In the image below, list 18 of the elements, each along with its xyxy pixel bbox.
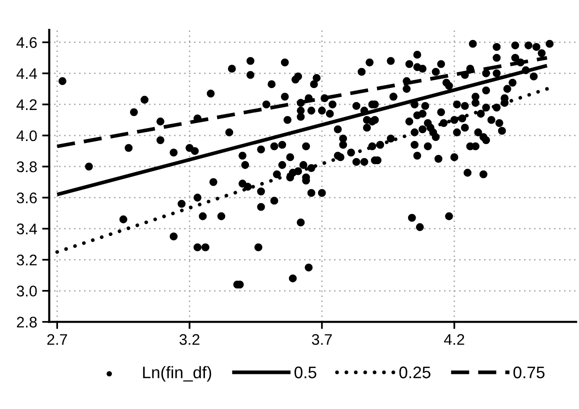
legend-label: 0.75 <box>513 366 545 378</box>
y-tick-label: 4.6 <box>16 37 37 48</box>
y-tick-label: 4.0 <box>16 130 37 142</box>
legend-label: 0.5 <box>294 366 316 378</box>
x-tick-label: 2.7 <box>47 334 68 345</box>
x-tick-label: 4.2 <box>444 334 464 345</box>
y-tick-label: 2.8 <box>16 316 37 328</box>
y-tick-label: 3.4 <box>16 224 37 234</box>
x-tick-label: 3.7 <box>312 334 332 345</box>
legend-label: 0.25 <box>399 366 430 378</box>
y-tick-label: 3.0 <box>16 286 37 297</box>
y-tick-label: 4.2 <box>16 99 37 110</box>
y-tick-label: 3.8 <box>16 161 37 172</box>
legend-label: Ln(fin_df) <box>143 366 212 382</box>
y-tick-label: 3.6 <box>16 192 37 204</box>
x-tick-label: 3.2 <box>180 334 200 345</box>
y-tick-label: 3.2 <box>16 254 37 266</box>
y-tick-label: 4.4 <box>16 68 37 79</box>
